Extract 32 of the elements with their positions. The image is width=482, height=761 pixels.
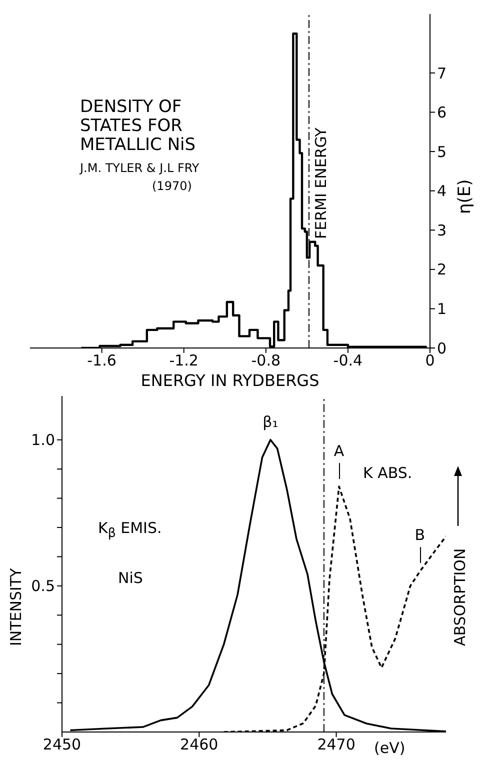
- annotation: NiS: [118, 569, 143, 588]
- x-tick-label: 2450: [42, 736, 82, 754]
- y-tick-label: 0: [437, 339, 447, 358]
- x-tick-label: -0.8: [251, 352, 281, 370]
- y-axis-title: INTENSITY: [7, 568, 26, 646]
- y-axis-title: η(E): [455, 179, 476, 214]
- x-tick-label: -0.4: [333, 352, 363, 370]
- annotation: B: [414, 526, 426, 545]
- annotation: β₁: [262, 412, 278, 432]
- x-tick-label: 2460: [180, 736, 218, 754]
- x-axis-title: ENERGY IN RYDBERGS: [140, 371, 320, 390]
- y2-axis-title: ABSORPTION: [451, 548, 470, 646]
- y-tick-label: 3: [437, 221, 447, 240]
- y-tick-label: 5: [437, 142, 447, 161]
- x-tick-label: -1.2: [169, 352, 198, 370]
- x-tick-label: 2470: [317, 736, 356, 754]
- y-tick-label: 4: [437, 182, 447, 200]
- text: J.M. TYLER & J.L FRY (1970): [80, 161, 200, 194]
- y-tick-label: 7: [437, 64, 447, 82]
- y-tick-label: 0.5: [31, 577, 55, 596]
- annotation: K$_{β}$ EMIS.: [98, 519, 162, 540]
- x-tick-label: -1.6: [87, 352, 116, 370]
- y-tick-label: 6: [437, 104, 447, 122]
- text: DENSITY OF STATES FOR METALLIC NiS: [80, 97, 196, 156]
- y-tick-label: 1.0: [31, 431, 55, 450]
- annotation: A: [332, 442, 346, 460]
- x-axis-title: (eV): [374, 739, 406, 758]
- y-tick-label: 1: [437, 300, 447, 318]
- x-tick-label: 0: [425, 352, 435, 370]
- annotation: K ABS.: [363, 464, 412, 482]
- ref-line-label: FERMI ENERGY: [312, 128, 330, 239]
- y-tick-label: 2: [437, 260, 447, 279]
